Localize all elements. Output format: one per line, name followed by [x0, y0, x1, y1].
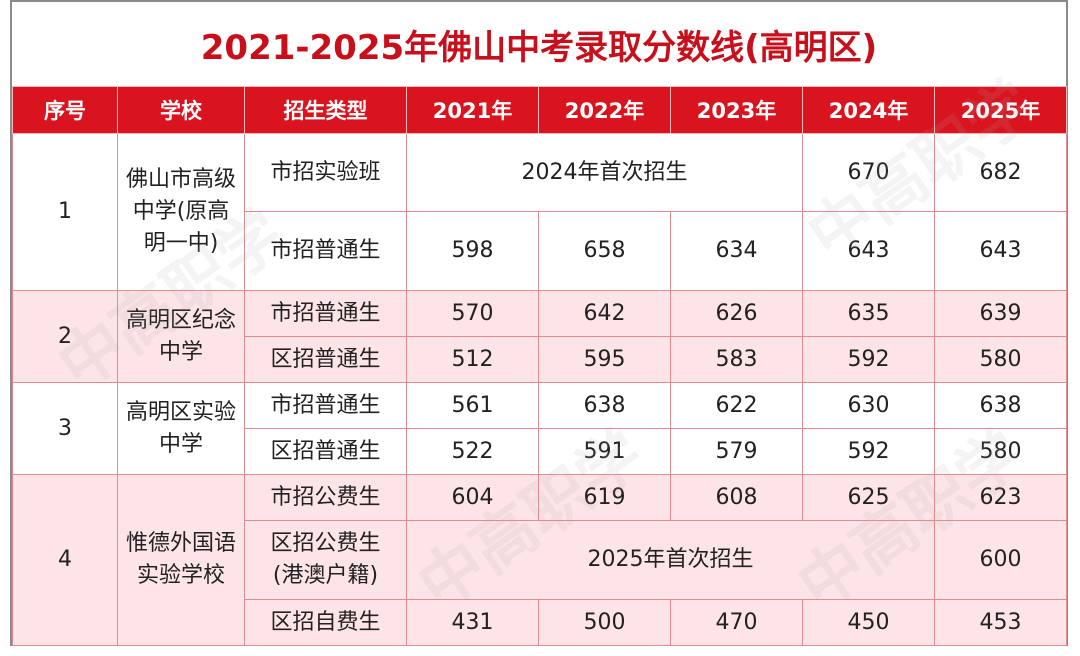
score-2024: 592 — [802, 336, 935, 383]
score-2021: 604 — [406, 474, 539, 521]
score-2021: 561 — [406, 382, 539, 429]
score-2023: 608 — [670, 474, 803, 521]
score-2024: 635 — [802, 290, 935, 337]
score-2024: 630 — [802, 382, 935, 429]
score-2022: 642 — [538, 290, 671, 337]
score-table: 序号 学校 招生类型 2021年 2022年 2023年 2024年 2025年… — [12, 86, 1067, 646]
enroll-type: 区招自费生 — [244, 599, 407, 646]
first-enrollment-note: 2024年首次招生 — [406, 133, 803, 212]
enroll-type: 区招普通生 — [244, 336, 407, 383]
score-2025: 580 — [934, 428, 1067, 475]
score-2023: 583 — [670, 336, 803, 383]
score-2022: 591 — [538, 428, 671, 475]
score-2023: 626 — [670, 290, 803, 337]
school-number: 4 — [12, 474, 118, 646]
score-2022: 619 — [538, 474, 671, 521]
score-2021: 512 — [406, 336, 539, 383]
score-2025: 638 — [934, 382, 1067, 429]
score-2023: 634 — [670, 211, 803, 291]
score-2025: 682 — [934, 133, 1067, 212]
table-row: 区招普通生 512 595 583 592 580 — [13, 336, 1067, 383]
header-2022: 2022年 — [538, 86, 671, 134]
school-name-cell: 高明区实验中学 — [117, 382, 245, 475]
school-name: 惟德外国语实验学校 — [126, 531, 237, 588]
enroll-type: 市招普通生 — [244, 382, 407, 429]
table-row: 区招普通生 522 591 579 592 580 — [13, 428, 1067, 475]
school-name: 高明区纪念中学 — [126, 307, 237, 365]
table-row: 1 佛山市高级中学(原高明一中) 市招实验班 2024年首次招生 670 682 — [12, 133, 1067, 291]
score-2022: 595 — [538, 336, 671, 383]
table-row: 区招公费生(港澳户籍) 2025年首次招生 600 — [13, 520, 1067, 600]
school-name-cell: 高明区纪念中学 — [117, 290, 245, 383]
score-2025: 643 — [934, 211, 1067, 291]
enroll-type: 区招公费生(港澳户籍) — [244, 520, 407, 600]
score-2023: 470 — [670, 599, 803, 646]
page-title: 2021-2025年佛山中考录取分数线(高明区) — [200, 27, 878, 68]
header-school: 学校 — [117, 86, 245, 134]
enroll-type: 市招普通生 — [244, 211, 407, 291]
score-2024: 625 — [802, 474, 935, 521]
enroll-type: 市招普通生 — [244, 290, 407, 337]
score-2022: 500 — [538, 599, 671, 646]
score-2023: 579 — [670, 428, 803, 475]
score-2024: 592 — [802, 428, 935, 475]
score-2024: 450 — [802, 599, 935, 646]
header-2025: 2025年 — [934, 86, 1067, 134]
header-2023: 2023年 — [670, 86, 803, 134]
enroll-type: 区招普通生 — [244, 428, 407, 475]
score-2024: 670 — [802, 133, 935, 212]
school-name: 佛山市高级中学(原高明一中) — [126, 167, 237, 256]
score-2022: 658 — [538, 211, 671, 291]
score-2025: 639 — [934, 290, 1067, 337]
first-enrollment-note: 2025年首次招生 — [406, 520, 935, 600]
header-row: 序号 学校 招生类型 2021年 2022年 2023年 2024年 2025年 — [12, 86, 1067, 134]
table-row: 4 惟德外国语实验学校 市招公费生 604 619 608 625 623 — [12, 474, 1067, 646]
school-name-cell: 佛山市高级中学(原高明一中) — [117, 133, 245, 291]
score-2021: 570 — [406, 290, 539, 337]
score-2025: 580 — [934, 336, 1067, 383]
score-2021: 431 — [406, 599, 539, 646]
score-2025: 453 — [934, 599, 1067, 646]
header-2021: 2021年 — [406, 86, 539, 134]
header-2024: 2024年 — [802, 86, 935, 134]
enroll-type: 市招实验班 — [244, 133, 407, 212]
table-row: 3 高明区实验中学 市招普通生 561 638 622 630 638 — [12, 382, 1067, 475]
score-2021: 598 — [406, 211, 539, 291]
score-2024: 643 — [802, 211, 935, 291]
table-row: 区招自费生 431 500 470 450 453 — [13, 599, 1067, 646]
score-2025: 600 — [934, 520, 1067, 600]
score-2021: 522 — [406, 428, 539, 475]
table-row: 市招普通生 598 658 634 643 643 — [13, 211, 1067, 291]
school-number: 3 — [12, 382, 118, 475]
school-name: 高明区实验中学 — [126, 399, 237, 457]
header-no: 序号 — [12, 86, 118, 134]
school-name-cell: 惟德外国语实验学校 — [117, 474, 245, 646]
score-2025: 623 — [934, 474, 1067, 521]
enroll-type: 市招公费生 — [244, 474, 407, 521]
school-number: 2 — [12, 290, 118, 383]
enroll-type-label: 区招公费生(港澳户籍) — [270, 531, 381, 588]
table-row: 2 高明区纪念中学 市招普通生 570 642 626 635 639 — [12, 290, 1067, 383]
school-number: 1 — [12, 133, 118, 291]
score-2023: 622 — [670, 382, 803, 429]
score-2022: 638 — [538, 382, 671, 429]
header-type: 招生类型 — [244, 86, 407, 134]
